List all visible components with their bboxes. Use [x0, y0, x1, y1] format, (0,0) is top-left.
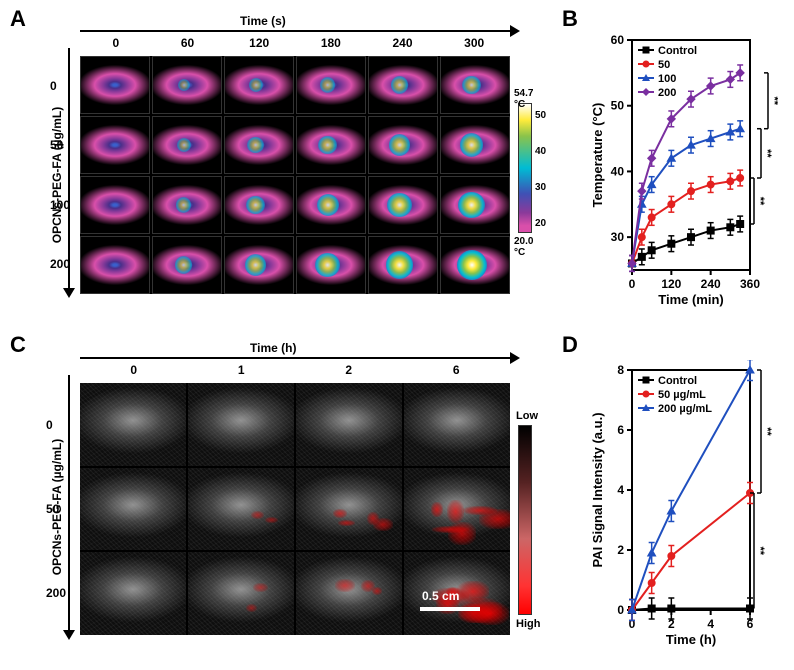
echo-cell	[404, 383, 510, 466]
svg-text:100: 100	[658, 73, 676, 85]
svg-text:50: 50	[611, 99, 625, 113]
svg-text:**: **	[761, 149, 773, 158]
thermal-colorbar	[518, 103, 532, 233]
panel-B: 0 120 240 360 30 40 50 60 Time (min) Temperature …	[590, 30, 778, 310]
echo-cell	[188, 468, 294, 551]
thermal-cell	[368, 236, 438, 294]
panelA-conc-labels: 0 50 100 200	[50, 56, 70, 294]
thermal-cell	[296, 176, 366, 234]
svg-text:Temperature (°C): Temperature (°C)	[590, 103, 605, 208]
svg-text:Time (h): Time (h)	[666, 632, 716, 647]
scalebar	[420, 607, 480, 611]
svg-text:60: 60	[611, 33, 625, 47]
svg-text:0: 0	[629, 277, 636, 291]
svg-text:2: 2	[617, 543, 624, 557]
thermal-cell	[152, 176, 222, 234]
svg-text:6: 6	[617, 423, 624, 437]
svg-text:50 µg/mL: 50 µg/mL	[658, 389, 706, 401]
scalebar-label: 0.5 cm	[422, 589, 459, 603]
svg-text:**: **	[754, 546, 766, 555]
thermal-cell	[296, 56, 366, 114]
svg-text:120: 120	[661, 277, 681, 291]
pai-colorbar	[518, 425, 532, 615]
svg-text:200: 200	[658, 87, 676, 99]
panel-C: Time (h) OPCNs-PEG-FA (µg/mL) 0 1 2 6 0 …	[40, 345, 537, 655]
echo-cell	[296, 552, 402, 635]
echo-cell	[296, 468, 402, 551]
svg-text:**: **	[761, 427, 773, 436]
svg-text:4: 4	[617, 483, 624, 497]
svg-text:0: 0	[617, 603, 624, 617]
svg-text:8: 8	[617, 363, 624, 377]
svg-text:**: **	[754, 197, 766, 206]
panelC-conc-labels: 0 50 200	[46, 383, 66, 635]
thermal-cell	[152, 116, 222, 174]
echo-cell	[80, 383, 186, 466]
panelC-time-labels: 0 1 2 6	[80, 363, 510, 377]
chart-B-svg: 0 120 240 360 30 40 50 60 Time (min) Temperature …	[590, 30, 778, 310]
echo-cell	[188, 552, 294, 635]
panelA-time-labels: 0 60 120 180 240 300	[80, 36, 510, 50]
thermal-cell	[368, 176, 438, 234]
thermal-cell	[440, 176, 510, 234]
thermal-cell	[224, 56, 294, 114]
svg-text:PAI Signal Intensity (a.u.): PAI Signal Intensity (a.u.)	[590, 412, 605, 567]
svg-text:240: 240	[701, 277, 721, 291]
thermal-cell	[152, 56, 222, 114]
svg-text:Control: Control	[658, 45, 697, 57]
svg-text:200 µg/mL: 200 µg/mL	[658, 403, 712, 415]
panelC-time-header: Time (h)	[250, 341, 296, 355]
svg-text:50: 50	[658, 59, 670, 71]
label-B: B	[562, 6, 578, 32]
thermal-cell	[224, 236, 294, 294]
svg-text:360: 360	[740, 277, 760, 291]
svg-text:40: 40	[611, 164, 625, 178]
label-A: A	[10, 6, 26, 32]
echo-cell	[296, 383, 402, 466]
thermal-cell	[440, 56, 510, 114]
thermal-cell	[80, 116, 150, 174]
thermal-cell	[440, 116, 510, 174]
thermal-cell	[80, 236, 150, 294]
thermal-cell	[80, 56, 150, 114]
svg-text:30: 30	[611, 230, 625, 244]
svg-text:Time (min): Time (min)	[658, 292, 724, 307]
thermal-cell	[224, 116, 294, 174]
thermal-cell	[224, 176, 294, 234]
echo-cell	[80, 468, 186, 551]
thermal-grid	[80, 56, 510, 294]
thermal-cell	[296, 236, 366, 294]
svg-text:**: **	[768, 97, 778, 106]
svg-text:Control: Control	[658, 375, 697, 387]
thermal-cell	[368, 116, 438, 174]
chart-D-svg: 024602468Time (h)PAI Signal Intensity (a…	[590, 360, 778, 650]
label-C: C	[10, 332, 26, 358]
svg-text:4: 4	[707, 617, 714, 631]
thermal-cell	[440, 236, 510, 294]
echo-cell	[404, 468, 510, 551]
thermal-cell	[368, 56, 438, 114]
echo-cell	[188, 383, 294, 466]
panel-A: Time (s) OPCNs-PEG-FA (µg/mL) 0 60 120 1…	[40, 18, 537, 318]
panel-D: 024602468Time (h)PAI Signal Intensity (a…	[590, 360, 778, 650]
thermal-cell	[80, 176, 150, 234]
echo-cell	[80, 552, 186, 635]
thermal-cell	[152, 236, 222, 294]
label-D: D	[562, 332, 578, 358]
thermal-cell	[296, 116, 366, 174]
panelA-time-header: Time (s)	[240, 14, 286, 28]
